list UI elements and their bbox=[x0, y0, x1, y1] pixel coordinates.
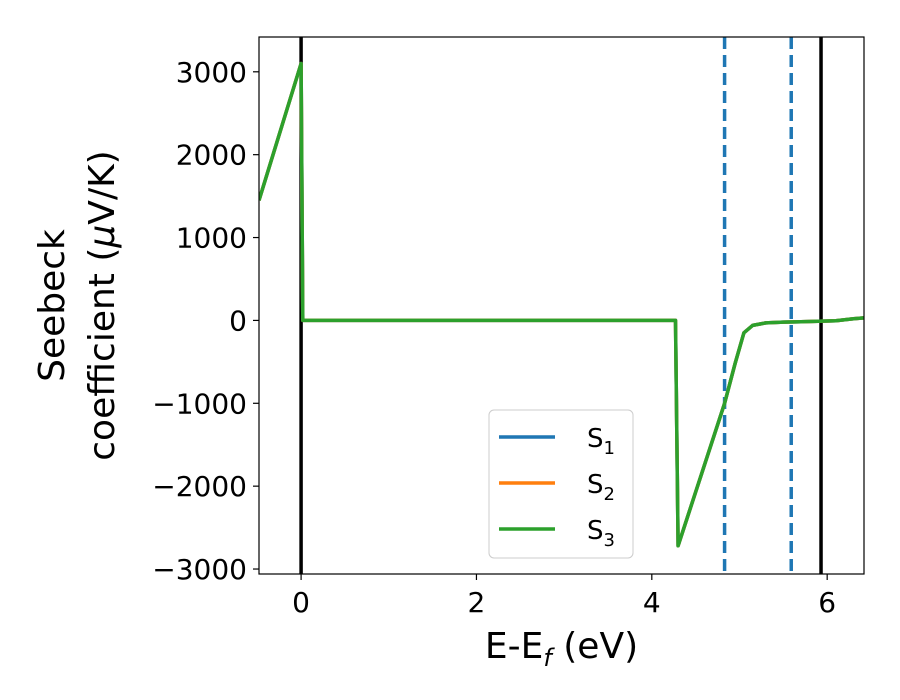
x-axis-label: E-Ef (eV) bbox=[485, 626, 638, 672]
axis-ticks: 0 2 4 6 −3000 −2000 −1000 0 1000 2000 3000 bbox=[152, 56, 836, 619]
y-tick-label: −1000 bbox=[152, 387, 247, 420]
y-tick-label: 0 bbox=[229, 304, 247, 337]
y-tick-label: 3000 bbox=[176, 56, 247, 89]
y-tick-label: −2000 bbox=[152, 470, 247, 503]
y-axis-label-line1: Seebeck bbox=[32, 229, 73, 382]
y-tick-label: 1000 bbox=[176, 222, 247, 255]
plot-area bbox=[259, 37, 864, 574]
y-axis-label: Seebeck coefficient (μV/K) bbox=[32, 150, 123, 460]
legend: S1 S2 S3 bbox=[488, 409, 634, 559]
series-line-3 bbox=[259, 61, 864, 548]
x-tick-label: 0 bbox=[292, 586, 310, 619]
y-axis-label-line2: coefficient (μV/K) bbox=[82, 150, 123, 460]
x-tick-label: 6 bbox=[818, 586, 836, 619]
legend-label-2: S2 bbox=[587, 470, 615, 505]
x-tick-label: 2 bbox=[468, 586, 486, 619]
y-tick-label: 2000 bbox=[176, 139, 247, 172]
legend-label-1: S1 bbox=[587, 424, 615, 459]
plot-frame bbox=[258, 36, 865, 575]
x-tick-label: 4 bbox=[643, 586, 661, 619]
legend-label-3: S3 bbox=[587, 516, 615, 551]
y-tick-label: −3000 bbox=[152, 553, 247, 586]
legend-box bbox=[488, 409, 634, 559]
